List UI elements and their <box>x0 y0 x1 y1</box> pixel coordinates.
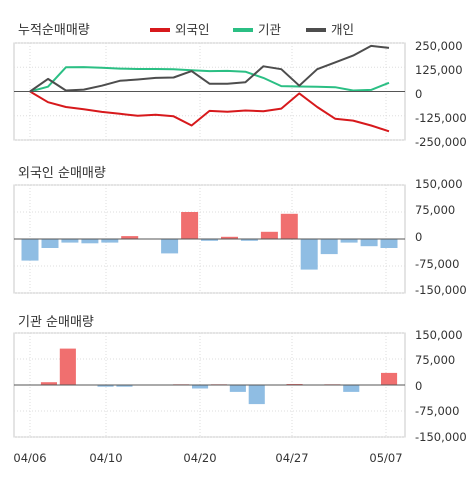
institution-cumulative-line <box>29 66 390 93</box>
foreign-bar <box>380 239 398 248</box>
legend-label-individual: 개인 <box>331 22 354 37</box>
institution-bar <box>381 372 398 385</box>
foreign-bar <box>101 239 119 243</box>
foreign-bar <box>340 239 358 243</box>
foreign-ytick-m150000: -150,000 <box>415 283 467 297</box>
inst-ytick-75000: 75,000 <box>415 353 455 367</box>
x-label-0406: 04/06 <box>13 451 46 465</box>
legend: 외국인 기관 개인 <box>150 22 354 37</box>
x-label-0410: 04/10 <box>89 451 122 465</box>
foreign-panel-title: 외국인 순매매량 <box>18 166 106 181</box>
x-label-0427: 04/27 <box>275 451 308 465</box>
legend-label-institution: 기관 <box>258 22 282 37</box>
individual-cumulative-line <box>29 44 390 93</box>
institution-bar <box>192 385 209 389</box>
institution-bar <box>229 385 246 392</box>
institution-bar <box>59 348 76 385</box>
foreign-bar <box>121 236 139 239</box>
cumulative-panel-title: 누적순매매량 <box>18 23 90 38</box>
institution-bars <box>40 348 398 405</box>
x-label-0507: 05/07 <box>369 451 402 465</box>
foreign-bar <box>221 236 238 239</box>
foreign-ytick-m75000: -75,000 <box>415 257 459 271</box>
foreign-bar <box>320 239 338 255</box>
cum-ytick-m125000: -125,000 <box>415 111 467 125</box>
foreign-bar <box>181 212 199 239</box>
institution-bar <box>97 385 114 387</box>
x-label-0420: 04/20 <box>183 451 216 465</box>
cum-ytick-250000: 250,000 <box>415 39 463 53</box>
foreign-bar <box>21 239 39 261</box>
cum-ytick-0: 0 <box>415 87 422 101</box>
zero-lines <box>14 91 405 386</box>
foreign-bar <box>300 239 318 270</box>
institution-bar <box>248 385 265 405</box>
foreign-bar <box>240 239 258 241</box>
inst-ytick-m150000: -150,000 <box>415 430 467 444</box>
foreign-bar <box>161 239 179 254</box>
foreign-bar <box>41 239 59 248</box>
legend-label-foreign: 외국인 <box>175 22 210 37</box>
inst-ytick-m75000: -75,000 <box>415 404 459 418</box>
cum-ytick-m250000: -250,000 <box>415 135 467 149</box>
foreign-bar <box>81 239 99 244</box>
institution-panel-title: 기관 순매매량 <box>18 315 94 330</box>
foreign-bar <box>201 239 218 241</box>
foreign-ytick-150000: 150,000 <box>415 177 463 191</box>
institution-bar <box>116 385 133 387</box>
foreign-cumulative-line <box>29 90 390 133</box>
foreign-bar <box>260 231 278 239</box>
foreign-bars <box>21 212 398 270</box>
institution-bar <box>40 382 57 385</box>
institution-bar <box>343 385 360 392</box>
foreign-ytick-75000: 75,000 <box>415 203 455 217</box>
cum-ytick-125000: 125,000 <box>415 63 463 77</box>
foreign-ytick-0: 0 <box>415 230 422 244</box>
foreign-bar <box>61 239 79 243</box>
cumulative-series-lines <box>29 44 390 133</box>
inst-ytick-0: 0 <box>415 379 422 393</box>
foreign-bar <box>280 213 298 239</box>
inst-ytick-150000: 150,000 <box>415 328 463 342</box>
foreign-bar <box>360 239 378 247</box>
